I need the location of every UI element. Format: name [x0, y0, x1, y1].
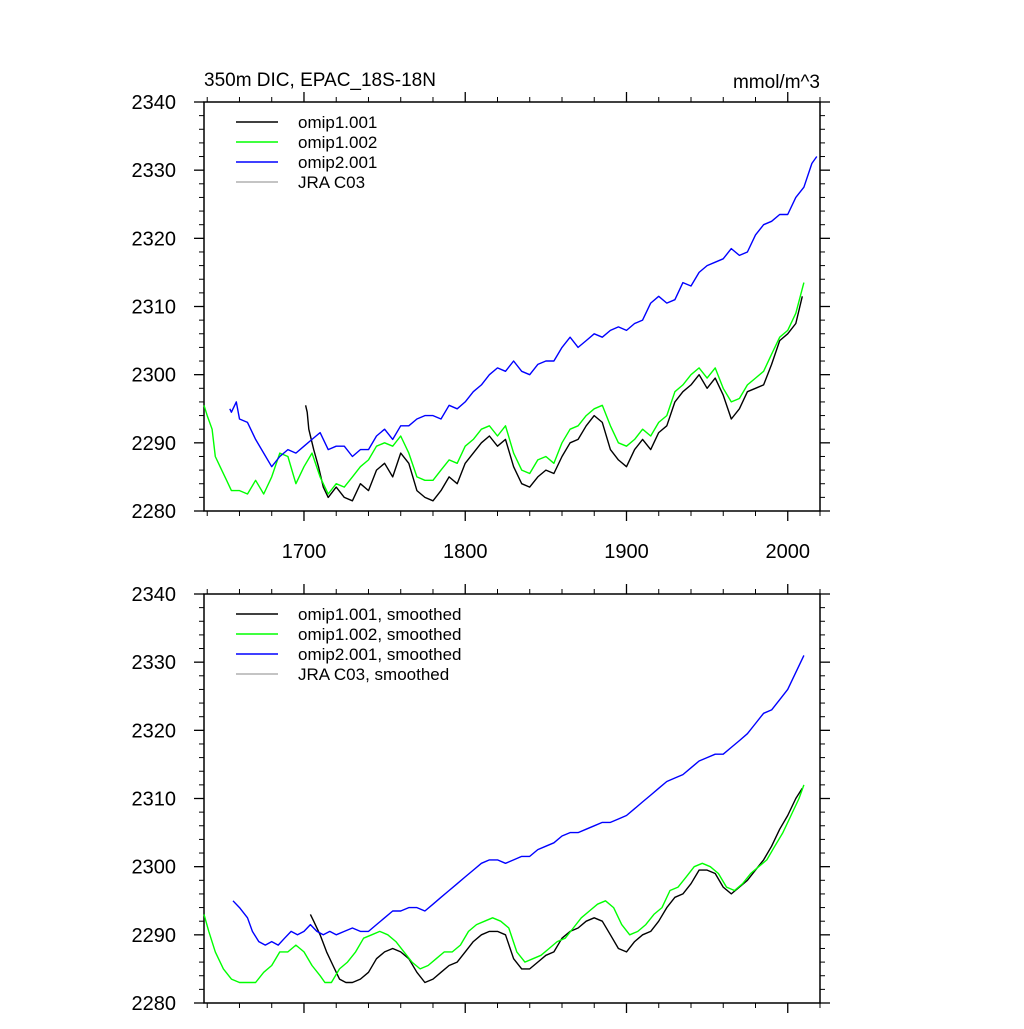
y-tick-label: 2340	[132, 584, 177, 606]
y-tick-label: 2300	[132, 857, 177, 879]
y-tick-label: 2340	[132, 92, 177, 114]
series-line-1	[203, 784, 805, 984]
y-tick-label: 2310	[132, 789, 177, 811]
x-tick-label: 1900	[604, 541, 649, 563]
chart-title: 350m DIC, EPAC_18S-18N	[204, 70, 436, 91]
y-tick-label: 2310	[132, 297, 177, 319]
y-tick-label: 2320	[132, 720, 177, 742]
series-lines	[203, 655, 805, 984]
y-tick-label: 2320	[132, 228, 177, 250]
series-line-0	[309, 787, 803, 984]
x-axis-tick-labels: 1700 1800 1900 2000	[282, 541, 810, 563]
x-tick-label: 1700	[282, 541, 327, 563]
legend-label: omip1.002	[298, 133, 377, 152]
plot-frame	[203, 593, 821, 1004]
y-axis-tick-labels: 2280 2290 2300 2310 2320 2330 2340	[132, 92, 177, 523]
y-tick-label: 2280	[132, 501, 177, 523]
units-label: mmol/m^3	[733, 72, 820, 93]
series-line-2	[229, 156, 818, 468]
axis-ticks	[194, 584, 830, 1013]
y-tick-label: 2280	[132, 993, 177, 1015]
series-line-2	[232, 655, 805, 946]
legend-label: omip1.001, smoothed	[298, 605, 462, 624]
y-tick-label: 2290	[132, 925, 177, 947]
top-panel: 350m DIC, EPAC_18S-18N mmol/m^3 2280 2290…	[132, 70, 830, 563]
legend-label: JRA C03	[298, 173, 365, 192]
y-axis-tick-labels: 2280 2290 2300 2310 2320 2330 2340	[132, 584, 177, 1015]
legend-label: omip1.002, smoothed	[298, 625, 462, 644]
x-tick-label: 2000	[765, 541, 810, 563]
legend-label: omip1.001	[298, 113, 377, 132]
legend-label: JRA C03, smoothed	[298, 665, 449, 684]
y-tick-label: 2300	[132, 365, 177, 387]
series-lines	[203, 156, 818, 502]
axis-ticks	[194, 92, 830, 521]
y-tick-label: 2290	[132, 433, 177, 455]
bottom-panel: 2280 2290 2300 2310 2320 2330 2340 omip1.001, …	[132, 584, 830, 1015]
x-tick-label: 1800	[443, 541, 488, 563]
series-line-0	[304, 296, 803, 502]
y-tick-label: 2330	[132, 652, 177, 674]
y-tick-label: 2330	[132, 160, 177, 182]
legend-label: omip2.001	[298, 153, 377, 172]
legend-label: omip2.001, smoothed	[298, 645, 462, 664]
series-line-1	[203, 282, 805, 495]
